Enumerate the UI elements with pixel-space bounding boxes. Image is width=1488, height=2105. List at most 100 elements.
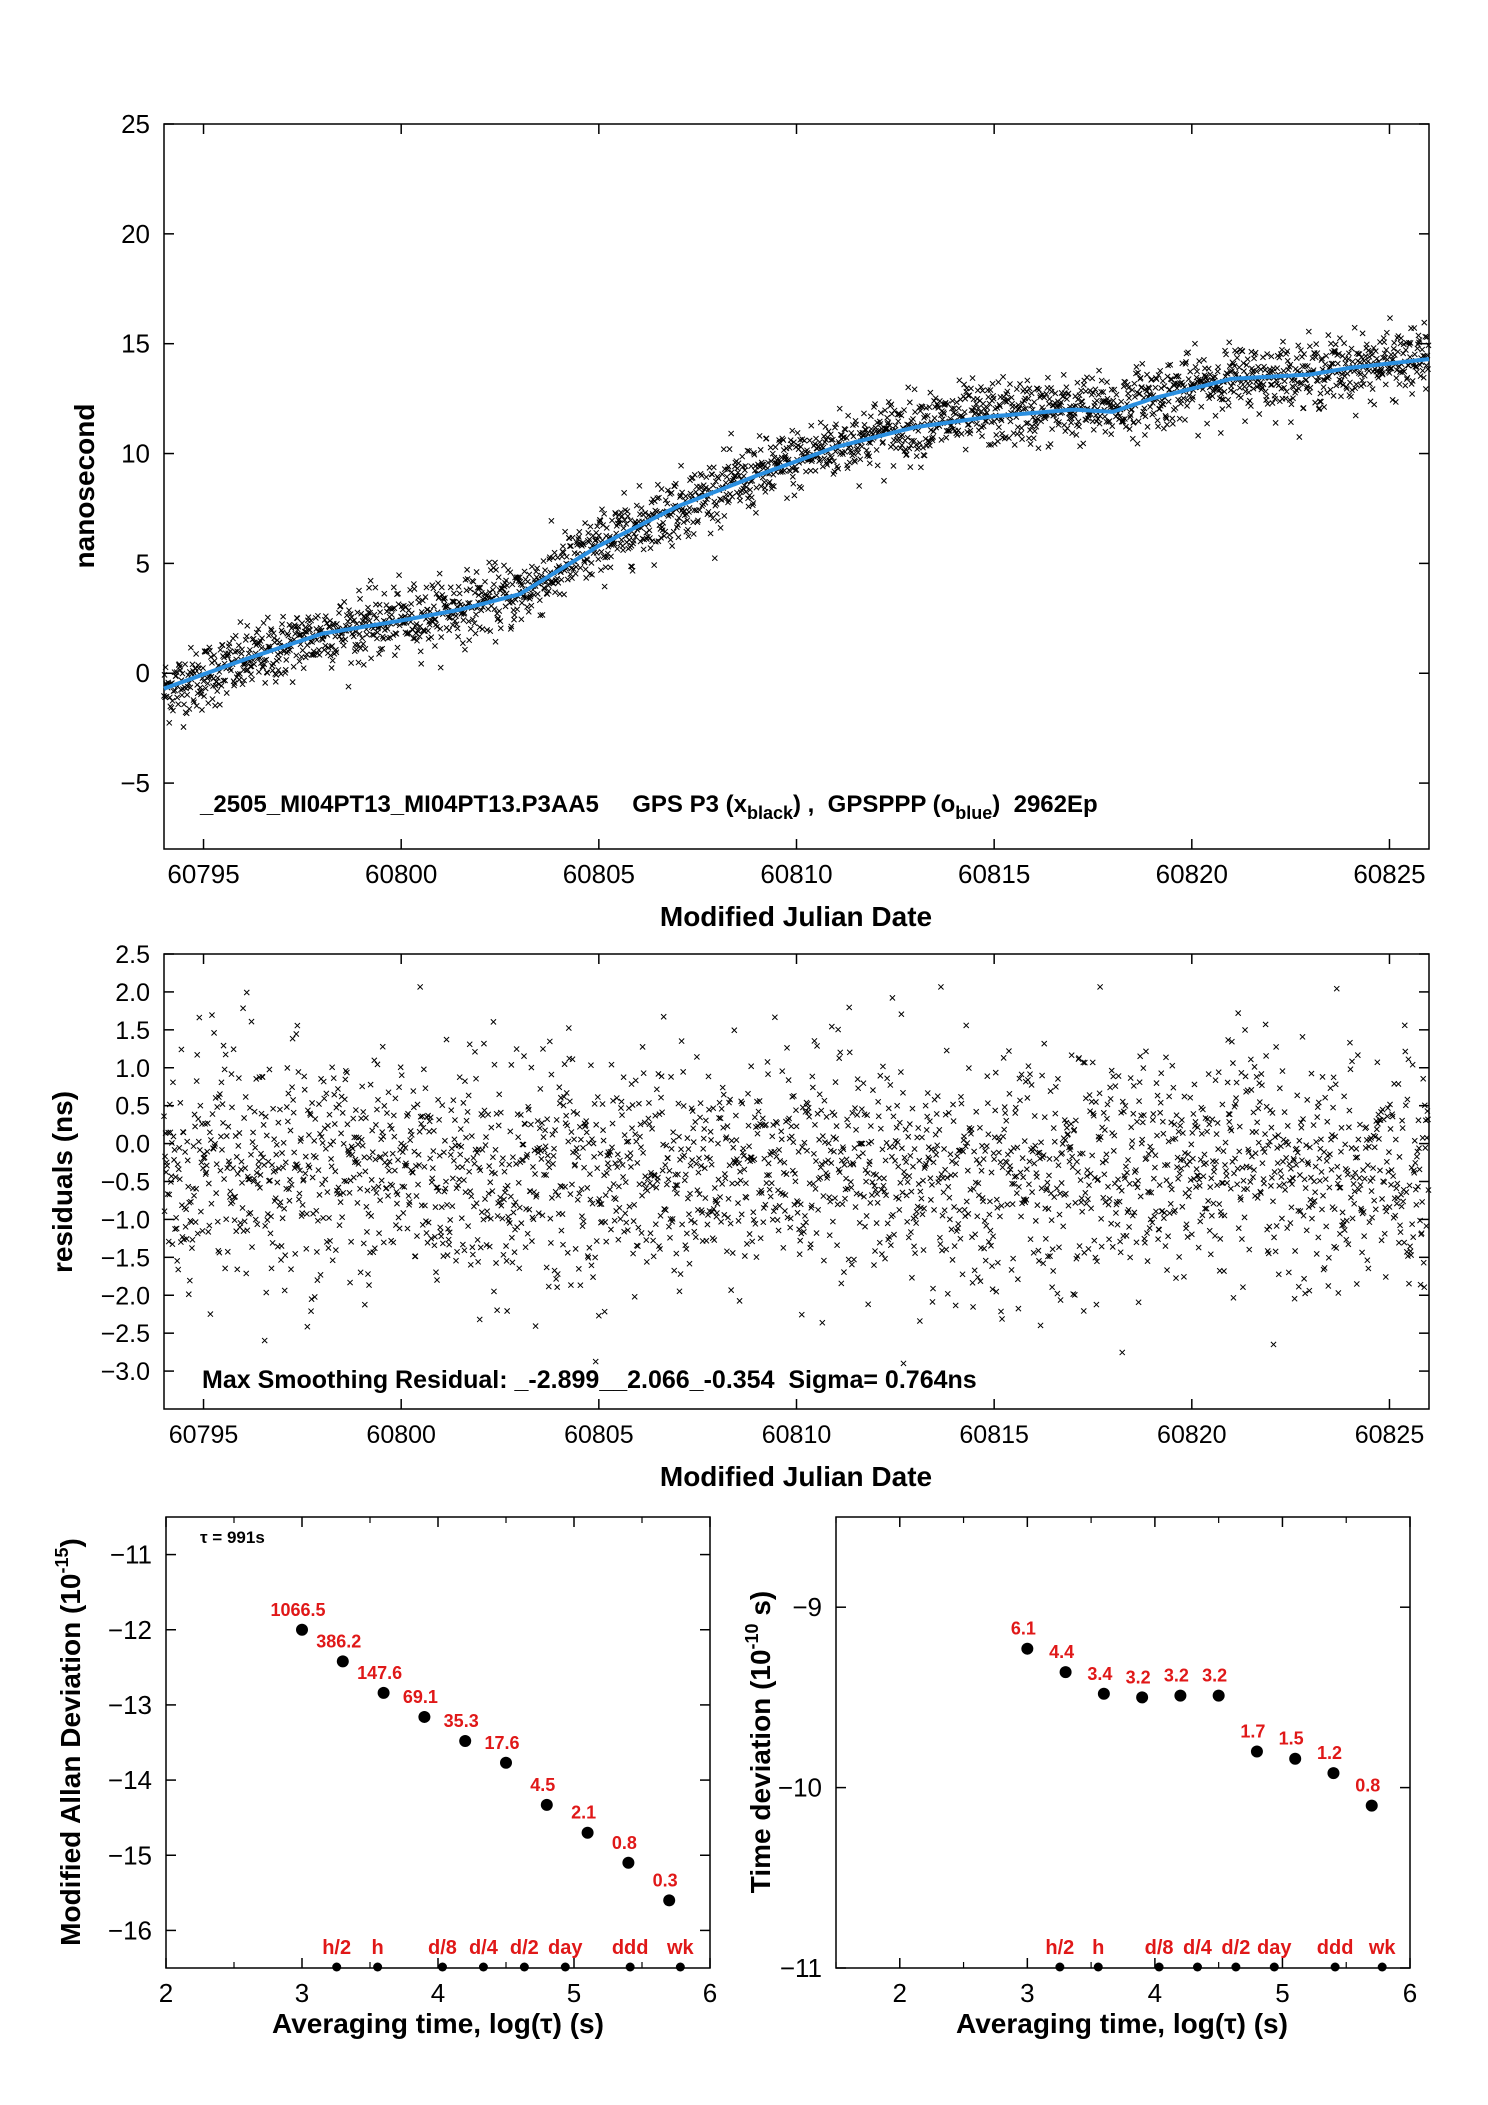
- residual-point: [1171, 1207, 1178, 1214]
- residual-point: [688, 1217, 695, 1224]
- residual-point: [538, 1120, 545, 1126]
- residual-point: [721, 1211, 728, 1218]
- residual-point: [837, 1049, 844, 1056]
- residual-point: [1402, 1048, 1409, 1055]
- residual-point: [987, 1227, 994, 1234]
- residual-point: [623, 1219, 630, 1226]
- data-point: [299, 620, 306, 627]
- xtick-label: 60795: [169, 1421, 239, 1449]
- residual-point: [506, 1220, 513, 1226]
- ytick-label: 2.0: [115, 979, 150, 1007]
- residual-point: [1045, 1206, 1052, 1212]
- data-point: [811, 440, 818, 447]
- residual-point: [1038, 1185, 1045, 1192]
- residual-point: [1287, 1220, 1294, 1226]
- residual-point: [1226, 1111, 1233, 1118]
- residual-point: [195, 1116, 202, 1122]
- data-point: [1002, 434, 1009, 440]
- residual-point: [388, 1125, 395, 1132]
- residual-point: [314, 1277, 321, 1284]
- data-point: [226, 640, 233, 647]
- data-point: [655, 494, 662, 501]
- ytick-label: −2.5: [101, 1320, 150, 1348]
- residual-point: [942, 1111, 949, 1118]
- residual-point: [464, 1157, 471, 1164]
- data-point: [789, 427, 796, 434]
- residual-point: [396, 1225, 403, 1232]
- residual-point: [377, 1197, 384, 1204]
- residual-point: [385, 1192, 391, 1199]
- residual-point: [659, 1167, 666, 1174]
- residual-point: [595, 1312, 602, 1319]
- data-point: [1423, 362, 1430, 369]
- residual-point: [1364, 1162, 1371, 1169]
- residual-point: [860, 1080, 867, 1087]
- residual-point: [828, 1160, 835, 1167]
- data-point: [603, 524, 610, 531]
- residual-point: [867, 1123, 874, 1129]
- residuals-ticks: 60795 60800 60805 60810 60815 60820 60825−3.0−…: [101, 941, 1429, 1449]
- data-point: [713, 500, 720, 507]
- residual-point: [202, 1171, 209, 1178]
- data-point: [901, 407, 907, 413]
- data-point: [1097, 413, 1104, 419]
- residual-point: [260, 1121, 267, 1128]
- ytick-label: 0.0: [115, 1131, 150, 1159]
- residual-point: [896, 1119, 903, 1126]
- residual-point: [262, 1113, 269, 1120]
- data-point: [316, 646, 322, 653]
- residual-point: [957, 1093, 964, 1100]
- residual-point: [965, 1065, 972, 1072]
- residual-point: [946, 1216, 953, 1223]
- residual-point: [1332, 1081, 1339, 1088]
- residual-point: [471, 1160, 478, 1167]
- residual-point: [1401, 1022, 1408, 1029]
- residual-point: [909, 1105, 916, 1112]
- data-point: [1366, 353, 1373, 360]
- residual-point: [835, 1026, 842, 1033]
- data-point: [255, 626, 262, 633]
- residual-point: [1256, 1099, 1263, 1106]
- residual-point: [496, 1091, 503, 1098]
- residual-point: [1184, 1234, 1191, 1240]
- residual-point: [907, 1229, 914, 1235]
- residual-point: [937, 1241, 944, 1247]
- residual-point: [973, 1108, 980, 1115]
- residual-point: [317, 1130, 323, 1137]
- residual-point: [964, 1167, 971, 1174]
- residual-point: [596, 1196, 603, 1203]
- residual-point: [772, 1204, 779, 1211]
- residual-point: [188, 1245, 195, 1252]
- residual-point: [1285, 1141, 1292, 1148]
- data-point: [178, 692, 185, 699]
- residual-point: [479, 1146, 486, 1153]
- data-point: [1161, 383, 1168, 390]
- data-point: [1402, 347, 1409, 353]
- timeseries-xlabel: Modified Julian Date: [660, 901, 932, 932]
- data-point: [459, 640, 466, 647]
- residual-point: [470, 1154, 477, 1161]
- data-point: [919, 403, 926, 410]
- residual-point: [453, 1257, 459, 1264]
- residual-point: [385, 1089, 392, 1096]
- residual-point: [1186, 1186, 1193, 1193]
- residual-point: [1198, 1130, 1205, 1137]
- residual-point: [901, 1154, 908, 1161]
- residual-point: [1163, 1054, 1169, 1061]
- residual-point: [671, 1267, 678, 1274]
- data-point: [740, 473, 747, 479]
- residual-point: [1375, 1135, 1382, 1142]
- residual-point: [467, 1261, 474, 1268]
- residual-point: [818, 1107, 825, 1114]
- ytick-label: −5: [120, 768, 150, 798]
- data-point: [698, 472, 705, 479]
- data-point: [1063, 396, 1070, 403]
- residual-point: [670, 1129, 677, 1136]
- data-point: [898, 412, 905, 419]
- data-point: [373, 635, 380, 642]
- data-point: [518, 599, 525, 606]
- data-point: [371, 611, 378, 618]
- residual-point: [836, 1169, 843, 1176]
- residual-point: [855, 1153, 862, 1160]
- ytick-label: −1.0: [101, 1206, 150, 1234]
